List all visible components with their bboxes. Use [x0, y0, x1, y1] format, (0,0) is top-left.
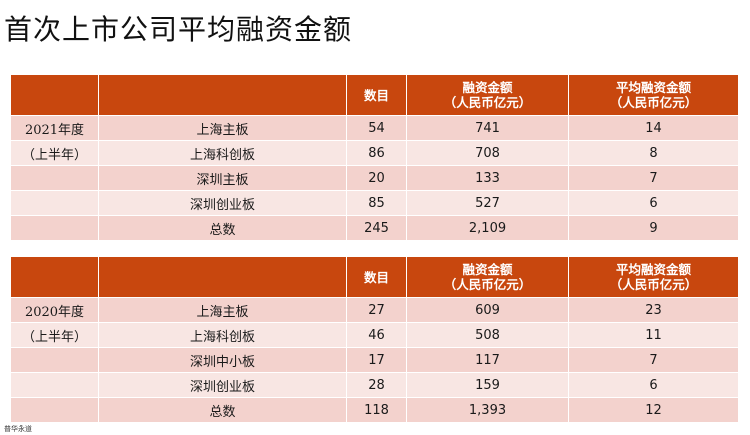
- table-row: 2020年度 上海主板 27 609 23: [10, 297, 739, 323]
- board-cell: 总数: [98, 215, 347, 241]
- average-cell: 8: [568, 140, 739, 166]
- amount-cell: 508: [406, 322, 569, 348]
- board-cell: 上海主板: [98, 297, 347, 323]
- table-row: 深圳中小板 17 117 7: [10, 347, 739, 373]
- header-amount: 融资金额 （人民币亿元）: [406, 256, 569, 298]
- average-cell: 11: [568, 322, 739, 348]
- count-cell: 27: [346, 297, 407, 323]
- average-cell: 6: [568, 190, 739, 216]
- header-amount-label: 融资金额: [462, 80, 513, 95]
- amount-cell: 159: [406, 372, 569, 398]
- count-cell: 86: [346, 140, 407, 166]
- amount-cell: 2,109: [406, 215, 569, 241]
- header-average: 平均融资金额 （人民币亿元）: [568, 74, 739, 116]
- table-header-row: 数目 融资金额 （人民币亿元） 平均融资金额 （人民币亿元）: [10, 74, 739, 116]
- board-cell: 深圳创业板: [98, 372, 347, 398]
- count-cell: 85: [346, 190, 407, 216]
- table-total-row: 总数 245 2,109 9: [10, 215, 739, 241]
- amount-cell: 527: [406, 190, 569, 216]
- board-cell: 深圳主板: [98, 165, 347, 191]
- header-average: 平均融资金额 （人民币亿元）: [568, 256, 739, 298]
- amount-cell: 741: [406, 115, 569, 141]
- table-row: 深圳创业板 28 159 6: [10, 372, 739, 398]
- average-cell: 9: [568, 215, 739, 241]
- period-line-1: 2021年度: [10, 115, 99, 141]
- page-title: 首次上市公司平均融资金额: [4, 13, 353, 46]
- period-cell-empty: [10, 397, 99, 423]
- header-amount: 融资金额 （人民币亿元）: [406, 74, 569, 116]
- period-cell-empty: [10, 190, 99, 216]
- table-row: （上半年） 上海科创板 46 508 11: [10, 322, 739, 348]
- count-cell: 17: [346, 347, 407, 373]
- table-row: 深圳主板 20 133 7: [10, 165, 739, 191]
- amount-cell: 609: [406, 297, 569, 323]
- count-cell: 245: [346, 215, 407, 241]
- board-cell: 上海科创板: [98, 322, 347, 348]
- average-cell: 12: [568, 397, 739, 423]
- count-cell: 20: [346, 165, 407, 191]
- table-row: 深圳创业板 85 527 6: [10, 190, 739, 216]
- average-cell: 14: [568, 115, 739, 141]
- board-cell: 深圳创业板: [98, 190, 347, 216]
- table-header-row: 数目 融资金额 （人民币亿元） 平均融资金额 （人民币亿元）: [10, 256, 739, 298]
- table-row: （上半年） 上海科创板 86 708 8: [10, 140, 739, 166]
- period-line-2: （上半年）: [10, 140, 99, 166]
- header-amount-unit: （人民币亿元）: [443, 277, 532, 292]
- ipo-table-2021: 数目 融资金额 （人民币亿元） 平均融资金额 （人民币亿元） 2021年度 上海…: [10, 74, 739, 241]
- header-average-unit: （人民币亿元）: [609, 277, 698, 292]
- count-cell: 28: [346, 372, 407, 398]
- period-line-2: （上半年）: [10, 322, 99, 348]
- amount-cell: 1,393: [406, 397, 569, 423]
- header-count: 数目: [346, 256, 407, 298]
- header-average-label: 平均融资金额: [615, 80, 691, 95]
- count-cell: 54: [346, 115, 407, 141]
- period-cell-empty: [10, 215, 99, 241]
- ipo-table-2020: 数目 融资金额 （人民币亿元） 平均融资金额 （人民币亿元） 2020年度 上海…: [10, 256, 739, 423]
- header-count: 数目: [346, 74, 407, 116]
- header-board: [98, 256, 347, 298]
- amount-cell: 133: [406, 165, 569, 191]
- period-line-1: 2020年度: [10, 297, 99, 323]
- period-cell-empty: [10, 372, 99, 398]
- board-cell: 上海科创板: [98, 140, 347, 166]
- average-cell: 7: [568, 165, 739, 191]
- period-cell-empty: [10, 165, 99, 191]
- amount-cell: 117: [406, 347, 569, 373]
- header-amount-unit: （人民币亿元）: [443, 95, 532, 110]
- count-cell: 118: [346, 397, 407, 423]
- board-cell: 深圳中小板: [98, 347, 347, 373]
- amount-cell: 708: [406, 140, 569, 166]
- header-board: [98, 74, 347, 116]
- average-cell: 23: [568, 297, 739, 323]
- table-row: 2021年度 上海主板 54 741 14: [10, 115, 739, 141]
- board-cell: 上海主板: [98, 115, 347, 141]
- average-cell: 7: [568, 347, 739, 373]
- period-cell-empty: [10, 347, 99, 373]
- count-cell: 46: [346, 322, 407, 348]
- footer-source: 普华永道: [4, 425, 32, 433]
- table-total-row: 总数 118 1,393 12: [10, 397, 739, 423]
- board-cell: 总数: [98, 397, 347, 423]
- average-cell: 6: [568, 372, 739, 398]
- header-average-unit: （人民币亿元）: [609, 95, 698, 110]
- header-average-label: 平均融资金额: [615, 262, 691, 277]
- header-period: [10, 256, 99, 298]
- header-period: [10, 74, 99, 116]
- header-amount-label: 融资金额: [462, 262, 513, 277]
